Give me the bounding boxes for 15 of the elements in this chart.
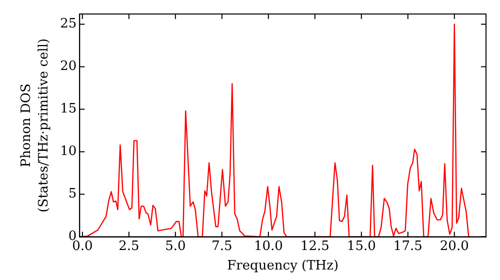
x-tick-label: 10.0: [254, 238, 283, 254]
x-tick-label: 20.0: [440, 238, 469, 254]
y-tick-label: 5: [68, 186, 77, 202]
y-tick-label: 10: [60, 144, 77, 160]
y-tick-label: 15: [60, 102, 77, 117]
x-tick-label: 15.0: [346, 238, 376, 254]
x-tick-label: 2.5: [118, 238, 140, 254]
y-axis-title: Phonon DOS (States/THz·primitive cell): [19, 38, 52, 212]
x-axis-title: Frequency (THz): [227, 258, 339, 274]
x-tick-label: 7.5: [212, 238, 232, 254]
x-tick-label: 17.5: [393, 238, 422, 254]
x-tick-label: 5.0: [165, 238, 186, 254]
x-tick-label: 12.5: [300, 238, 330, 254]
y-tick-label: 20: [60, 59, 77, 74]
y-tick-label: 25: [60, 16, 77, 32]
